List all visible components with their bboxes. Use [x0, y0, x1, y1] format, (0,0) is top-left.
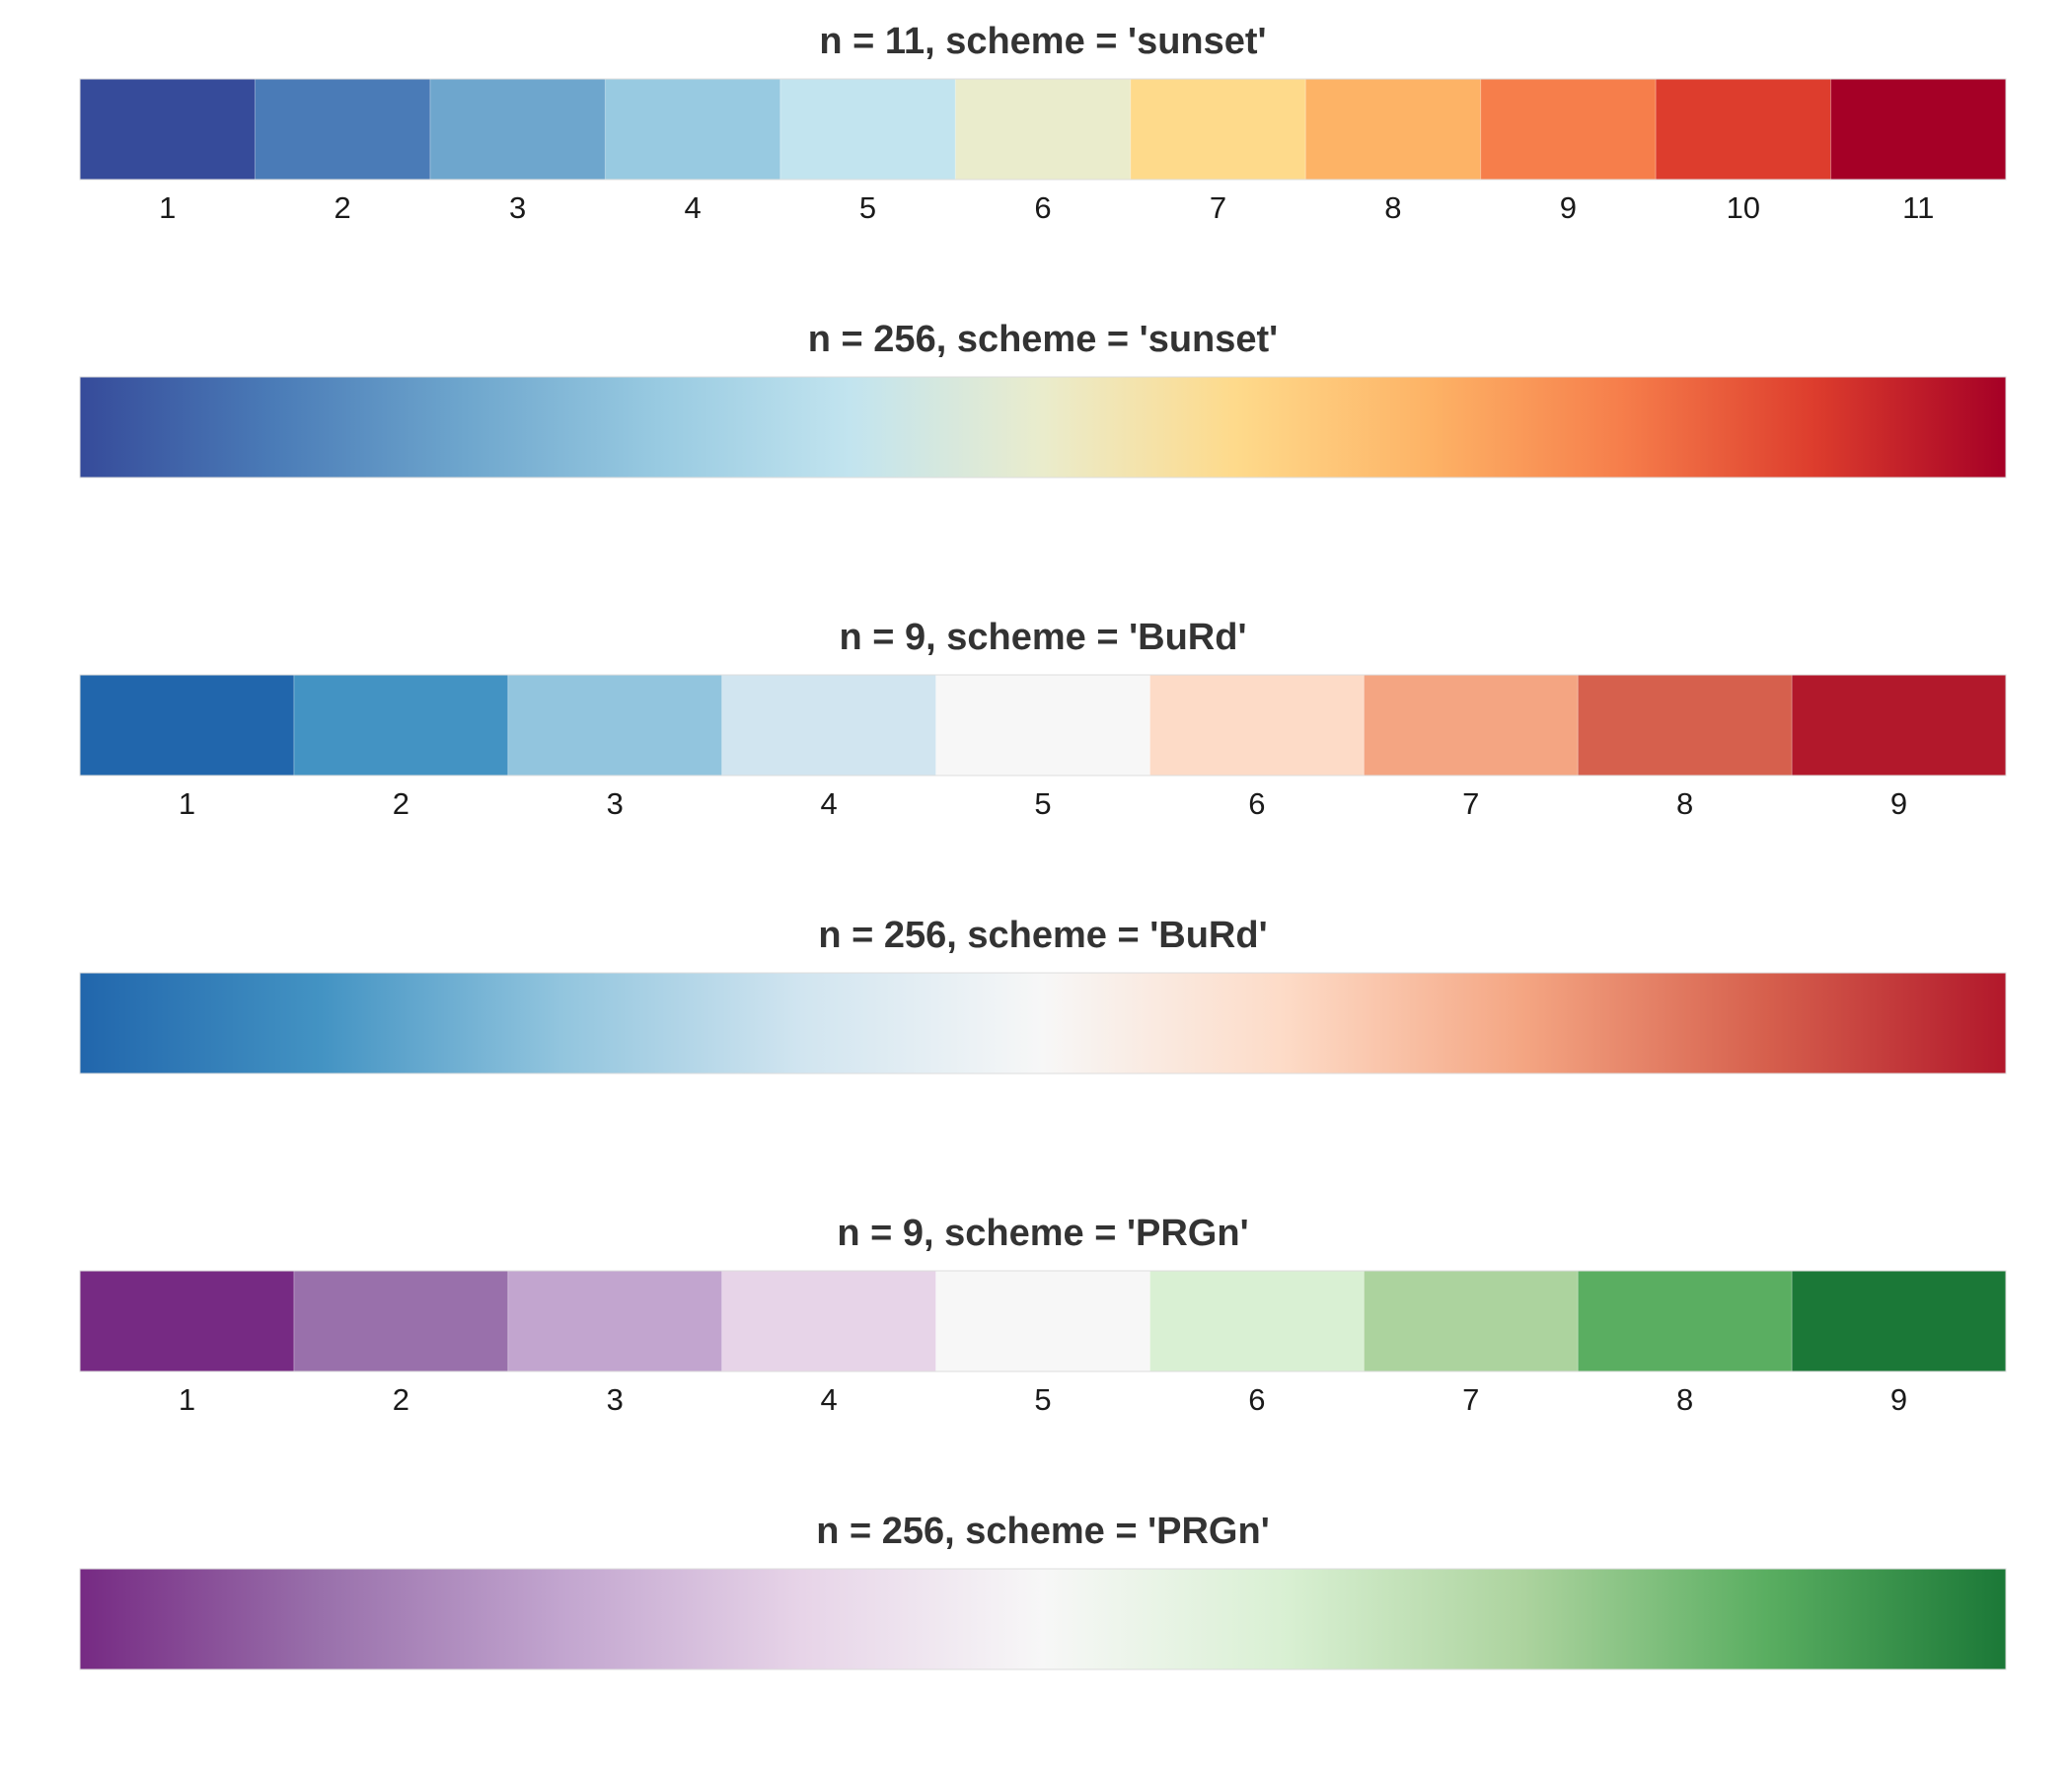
tick-label: 5 [859, 190, 876, 225]
tick-label: 5 [1034, 786, 1051, 821]
colour-swatch-4 [721, 1271, 937, 1371]
panel-title: n = 9, scheme = 'PRGn' [837, 1213, 1248, 1254]
colour-swatch-7 [1130, 79, 1306, 180]
tick-label: 7 [1462, 1382, 1479, 1417]
colour-swatch-3 [507, 675, 723, 776]
panels: n = 11, scheme = 'sunset'1 2 3 4 5 6 7 8 9 10 11n … [79, 21, 2007, 1670]
tick-label: 6 [1034, 190, 1051, 225]
colour-swatch-4 [605, 79, 781, 180]
colour-swatch-8 [1578, 675, 1793, 776]
panel-title: n = 9, scheme = 'BuRd' [840, 617, 1247, 658]
strip-border [79, 1568, 2007, 1670]
colour-swatch-8 [1305, 79, 1482, 180]
panel-sunset-n11: n = 11, scheme = 'sunset' 1 2 3 4 5 6 7 8 9 10 11 [79, 21, 2007, 225]
colour-swatch-1 [80, 1271, 295, 1371]
colour-swatch-2 [293, 675, 509, 776]
tick-label: 4 [820, 786, 837, 821]
panel-burd-n9: n = 9, scheme = 'BuRd' 1 2 3 4 5 6 7 8 9 [79, 617, 2007, 821]
colour-swatch-9 [1792, 1271, 2007, 1371]
strip-border [79, 1270, 2007, 1372]
colour-swatch-1 [80, 79, 256, 180]
colour-swatch-9 [1480, 79, 1657, 180]
colour-swatch-4 [721, 675, 937, 776]
panel-title: n = 256, scheme = 'PRGn' [816, 1511, 1270, 1552]
tick-label: 8 [1384, 190, 1401, 225]
tick-label: 4 [820, 1382, 837, 1417]
tick-label: 9 [1890, 1382, 1907, 1417]
strip-border [79, 674, 2007, 777]
tick-label: 2 [393, 786, 409, 821]
colour-swatch-5 [935, 675, 1150, 776]
panel-sunset-n256: n = 256, scheme = 'sunset' [79, 319, 2007, 479]
strip-border [79, 972, 2007, 1074]
tick-label: 3 [607, 786, 624, 821]
colour-swatch-2 [255, 79, 431, 180]
tick-label: 3 [509, 190, 526, 225]
continuous-colour-strip [80, 377, 2006, 478]
strip-border [79, 78, 2007, 181]
panel-title: n = 256, scheme = 'BuRd' [818, 915, 1267, 956]
panel-prgn-n256: n = 256, scheme = 'PRGn' [79, 1511, 2007, 1670]
colour-swatch-3 [429, 79, 606, 180]
continuous-colour-strip [80, 973, 2006, 1073]
tick-label: 5 [1034, 1382, 1051, 1417]
tick-label: 7 [1210, 190, 1226, 225]
colour-swatch-5 [779, 79, 956, 180]
tick-label: 8 [1676, 1382, 1693, 1417]
tick-label: 9 [1890, 786, 1907, 821]
tick-label: 9 [1560, 190, 1577, 225]
colour-swatch-3 [507, 1271, 723, 1371]
tick-label: 1 [159, 190, 176, 225]
strip-border [79, 376, 2007, 479]
continuous-colour-strip [80, 1569, 2006, 1669]
tick-label: 6 [1248, 786, 1265, 821]
colour-swatch-10 [1656, 79, 1832, 180]
tick-label: 4 [684, 190, 701, 225]
colour-swatch-8 [1578, 1271, 1793, 1371]
tick-label: 3 [607, 1382, 624, 1417]
colour-swatch-5 [935, 1271, 1150, 1371]
colour-swatch-2 [293, 1271, 509, 1371]
tick-label: 7 [1462, 786, 1479, 821]
colour-swatch-1 [80, 675, 295, 776]
tick-label: 11 [1902, 190, 1934, 225]
panel-title: n = 256, scheme = 'sunset' [808, 319, 1278, 360]
tick-label: 6 [1248, 1382, 1265, 1417]
tick-label: 2 [393, 1382, 409, 1417]
colour-swatch-6 [1149, 675, 1365, 776]
panel-burd-n256: n = 256, scheme = 'BuRd' [79, 915, 2007, 1074]
colour-swatch-6 [1149, 1271, 1365, 1371]
colour-swatch-11 [1830, 79, 2007, 180]
tick-label: 1 [179, 786, 195, 821]
colour-swatch-9 [1792, 675, 2007, 776]
tick-label: 1 [179, 1382, 195, 1417]
tick-label: 2 [334, 190, 351, 225]
panel-title: n = 11, scheme = 'sunset' [819, 21, 1266, 62]
colour-swatch-7 [1364, 1271, 1579, 1371]
colour-swatch-6 [955, 79, 1132, 180]
colour-swatch-7 [1364, 675, 1579, 776]
panel-prgn-n9: n = 9, scheme = 'PRGn' 1 2 3 4 5 6 7 8 9 [79, 1213, 2007, 1417]
tick-label: 8 [1676, 786, 1693, 821]
tick-label: 10 [1727, 190, 1760, 225]
